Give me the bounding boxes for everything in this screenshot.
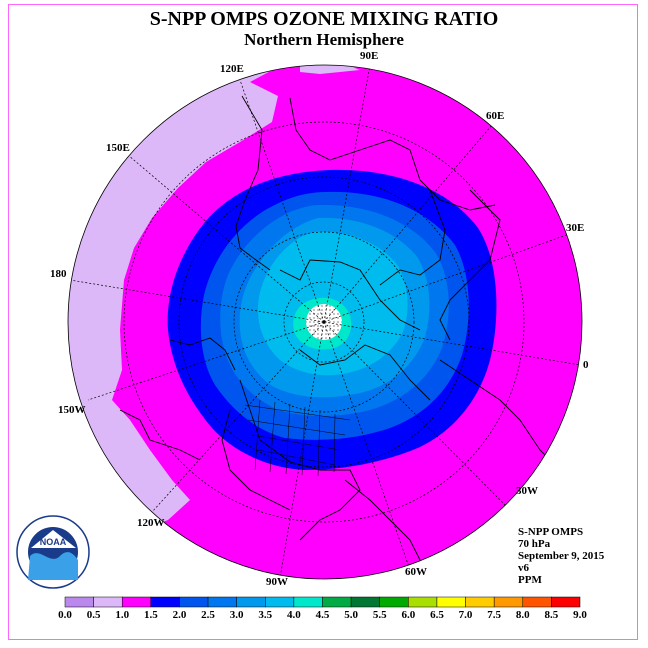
map-title: S-NPP OMPS OZONE MIXING RATIO xyxy=(149,8,499,30)
colorbar xyxy=(64,596,581,608)
colorbar-swatch-8 xyxy=(293,596,323,608)
graticule xyxy=(69,65,581,579)
colorbar-tick-label: 5.0 xyxy=(344,609,358,621)
colorbar-tick-label: 5.5 xyxy=(372,609,387,621)
colorbar-swatch-1 xyxy=(93,596,123,608)
lon-label-30e: 30E xyxy=(566,222,585,234)
colorbar-swatch-5 xyxy=(207,596,237,608)
colorbar-swatch-4 xyxy=(179,596,209,608)
colorbar-swatch-14 xyxy=(465,596,495,608)
lon-label-60e: 60E xyxy=(486,110,505,122)
colorbar-tick-label: 2.0 xyxy=(172,609,187,621)
colorbar-tick-label: 1.5 xyxy=(143,609,158,621)
colorbar-swatch-12 xyxy=(408,596,438,608)
lon-label-30w: 30W xyxy=(516,485,538,497)
colorbar-tick-label: 3.0 xyxy=(229,609,244,621)
lon-label-120w: 120W xyxy=(137,517,165,529)
info-date: September 9, 2015 xyxy=(518,550,605,562)
colorbar-tick-label: 4.0 xyxy=(287,609,301,621)
lon-label-0: 0 xyxy=(583,359,589,371)
info-level: 70 hPa xyxy=(518,538,551,550)
colorbar-swatch-7 xyxy=(265,596,295,608)
colorbar-swatch-0 xyxy=(64,596,94,608)
field-0.5 xyxy=(68,65,300,560)
lon-label-90e: 90E xyxy=(360,50,379,62)
colorbar-swatch-6 xyxy=(236,596,266,608)
colorbar-tick-label: 6.0 xyxy=(401,609,416,621)
lon-label-150w: 150W xyxy=(58,404,86,416)
colorbar-tick-label: 4.5 xyxy=(315,609,330,621)
colorbar-swatch-15 xyxy=(493,596,524,608)
colorbar-swatch-13 xyxy=(436,596,466,608)
info-units: PPM xyxy=(518,574,542,586)
colorbar-swatch-16 xyxy=(522,596,552,608)
lon-label-60w: 60W xyxy=(405,566,427,578)
colorbar-swatch-3 xyxy=(150,596,180,608)
figure-frame xyxy=(8,4,638,640)
colorbar-tick-label: 9.0 xyxy=(573,609,587,621)
map-border xyxy=(67,64,583,580)
colorbar-swatch-2 xyxy=(121,596,152,608)
colorbar-tick-label: 3.5 xyxy=(258,609,273,621)
lon-label-180: 180 xyxy=(50,268,67,280)
colorbar-tick-label: 8.5 xyxy=(544,609,559,621)
colorbar-tick-label: 8.0 xyxy=(515,609,530,621)
colorbar-tick-label: 0.0 xyxy=(58,609,72,621)
lon-label-90w: 90W xyxy=(266,576,288,588)
colorbar-tick-label: 0.5 xyxy=(86,609,101,621)
colorbar-tick-label: 7.5 xyxy=(487,609,502,621)
colorbar-tick-label: 7.0 xyxy=(458,609,473,621)
map-subtitle: Northern Hemisphere xyxy=(244,30,404,49)
colorbar-swatch-9 xyxy=(322,596,352,608)
lon-label-120e: 120E xyxy=(220,63,244,75)
colorbar-swatch-17 xyxy=(551,596,581,608)
colorbar-swatch-10 xyxy=(350,596,380,608)
colorbar-tick-label: 6.5 xyxy=(430,609,444,621)
field-0.5-b xyxy=(300,65,360,74)
lon-label-150e: 150E xyxy=(106,142,130,154)
colorbar-swatch-11 xyxy=(379,596,409,608)
colorbar-tick-label: 2.5 xyxy=(201,609,215,621)
colorbar-tick-label: 1.0 xyxy=(115,609,130,621)
info-version: v6 xyxy=(518,562,529,574)
info-instrument: S-NPP OMPS xyxy=(518,526,584,538)
